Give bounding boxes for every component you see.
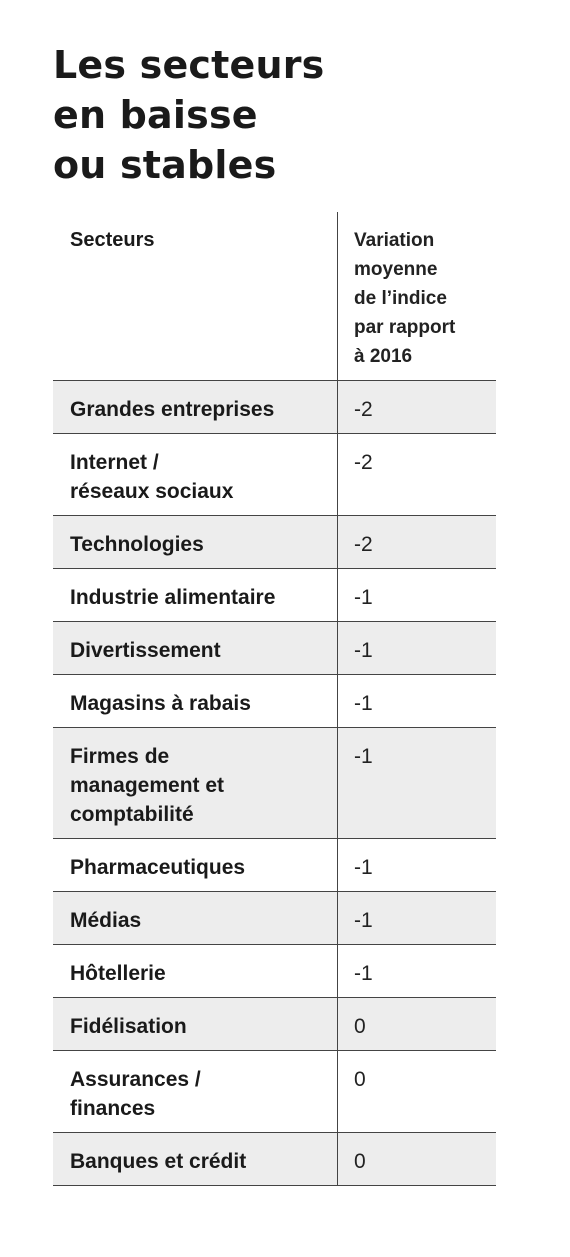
sector-name-line: comptabilité (70, 803, 194, 826)
sector-name: Fidélisation (53, 998, 337, 1050)
table-row: Assurances / finances 0 (53, 1050, 496, 1132)
sector-name-line: Divertissement (70, 639, 221, 662)
table-row: Technologies -2 (53, 515, 496, 568)
header-variation-line: à 2016 (354, 346, 413, 367)
variation-value: 0 (337, 1051, 496, 1132)
title-line-2: en baisse (53, 93, 258, 137)
table-row: Médias -1 (53, 891, 496, 944)
variation-value: -1 (337, 569, 496, 621)
sector-name: Hôtellerie (53, 945, 337, 997)
table-row: Internet / réseaux sociaux -2 (53, 433, 496, 515)
variation-value: -1 (337, 945, 496, 997)
sector-name: Internet / réseaux sociaux (53, 434, 337, 515)
variation-value: -2 (337, 381, 496, 433)
sector-name-line: Fidélisation (70, 1015, 187, 1038)
sector-name: Technologies (53, 516, 337, 568)
sector-name-line: management et (70, 774, 225, 797)
sector-name: Grandes entreprises (53, 381, 337, 433)
sector-name-line: Médias (70, 909, 142, 932)
header-variation-line: par rapport (354, 317, 456, 338)
variation-value: -1 (337, 728, 496, 838)
header-variation-line: de l’indice (354, 288, 447, 309)
table-body: Grandes entreprises -2 Internet / réseaux s… (53, 380, 496, 1186)
variation-value: 0 (337, 998, 496, 1050)
header-secteurs: Secteurs (70, 229, 155, 251)
table-row: Industrie alimentaire -1 (53, 568, 496, 621)
table-row: Pharmaceutiques -1 (53, 838, 496, 891)
header-variation: Variation moyenne de l’indice par rappor… (337, 212, 496, 380)
variation-value: -1 (337, 892, 496, 944)
sector-name: Banques et crédit (53, 1133, 337, 1185)
sector-name-line: Internet / (70, 451, 159, 474)
sector-name-line: finances (70, 1097, 156, 1120)
sector-name: Pharmaceutiques (53, 839, 337, 891)
variation-value: -2 (337, 516, 496, 568)
title-line-1: Les secteurs (53, 43, 325, 87)
variation-value: -1 (337, 622, 496, 674)
variation-value: -2 (337, 434, 496, 515)
table-row: Hôtellerie -1 (53, 944, 496, 997)
sector-name-line: Assurances / (70, 1068, 201, 1091)
table-row: Banques et crédit 0 (53, 1132, 496, 1186)
sector-name-line: Banques et crédit (70, 1150, 247, 1173)
table-header: Secteurs Variation moyenne de l’indice p… (53, 212, 496, 380)
sector-name: Industrie alimentaire (53, 569, 337, 621)
table-row: Fidélisation 0 (53, 997, 496, 1050)
header-variation-line: moyenne (354, 259, 438, 280)
sector-name: Magasins à rabais (53, 675, 337, 727)
sector-name-line: Technologies (70, 533, 204, 556)
sector-name: Divertissement (53, 622, 337, 674)
table-row: Divertissement -1 (53, 621, 496, 674)
sector-name-line: Hôtellerie (70, 962, 166, 985)
page-title: Les secteurs en baisse ou stables (53, 40, 325, 190)
table-row: Firmes de management et comptabilité -1 (53, 727, 496, 838)
table-row: Grandes entreprises -2 (53, 380, 496, 433)
variation-value: -1 (337, 675, 496, 727)
sector-name: Firmes de management et comptabilité (53, 728, 337, 838)
table-row: Magasins à rabais -1 (53, 674, 496, 727)
sector-name-line: Industrie alimentaire (70, 586, 276, 609)
sector-name-line: réseaux sociaux (70, 480, 234, 503)
header-variation-line: Variation (354, 230, 435, 251)
sector-name: Médias (53, 892, 337, 944)
sector-table: Secteurs Variation moyenne de l’indice p… (53, 212, 496, 1186)
variation-value: -1 (337, 839, 496, 891)
sector-name-line: Magasins à rabais (70, 692, 251, 715)
variation-value: 0 (337, 1133, 496, 1185)
sector-name-line: Grandes entreprises (70, 398, 275, 421)
sector-name-line: Firmes de (70, 745, 170, 768)
title-line-3: ou stables (53, 143, 277, 187)
sector-name: Assurances / finances (53, 1051, 337, 1132)
sector-name-line: Pharmaceutiques (70, 856, 246, 879)
